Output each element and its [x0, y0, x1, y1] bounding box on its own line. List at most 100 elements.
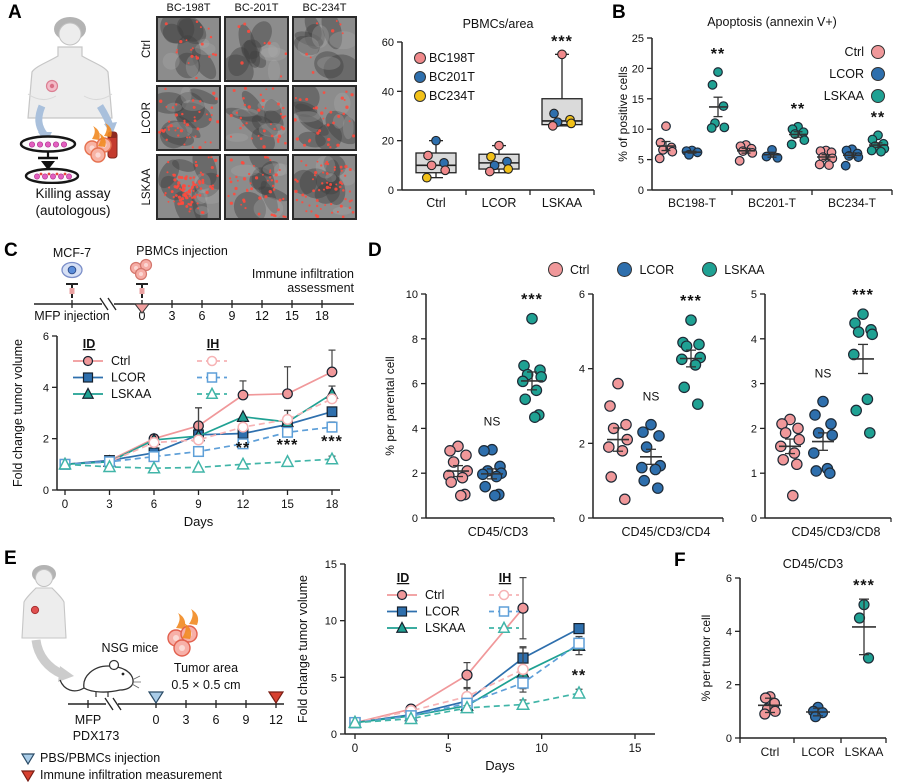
- svg-text:CD45/CD3: CD45/CD3: [468, 525, 528, 539]
- svg-text:BC198T: BC198T: [429, 51, 475, 65]
- svg-text:3: 3: [106, 499, 112, 511]
- svg-text:***: ***: [277, 437, 299, 454]
- svg-text:Immune infiltration measuremen: Immune infiltration measurement: [40, 768, 223, 782]
- micrograph-bc-198t-lskaa: [156, 154, 221, 220]
- svg-text:15: 15: [281, 499, 294, 511]
- svg-text:LSKAA: LSKAA: [111, 387, 152, 401]
- svg-text:Ctrl: Ctrl: [761, 745, 780, 759]
- svg-text:10: 10: [325, 616, 337, 628]
- svg-text:12: 12: [255, 309, 269, 322]
- micrograph-bc-234t-lskaa: [292, 154, 357, 220]
- svg-text:0: 0: [751, 513, 757, 525]
- panel-d-label: D: [368, 240, 382, 261]
- svg-text:Fold change tumor volume: Fold change tumor volume: [11, 339, 25, 487]
- svg-text:15: 15: [325, 559, 337, 571]
- svg-text:5: 5: [331, 672, 337, 684]
- svg-text:6: 6: [579, 289, 585, 301]
- svg-text:10: 10: [535, 743, 548, 755]
- cd45-cd3-cd4-chart: 0 2 4 6 CD45/CD3/CD4 NS ***: [563, 284, 731, 547]
- svg-text:***: ***: [551, 33, 573, 50]
- cluster-bc234-t-ctrl: [814, 145, 838, 170]
- svg-text:18: 18: [315, 309, 329, 322]
- panel-f-label: F: [674, 550, 686, 571]
- svg-text:6: 6: [43, 331, 49, 343]
- svg-text:IH: IH: [207, 337, 220, 351]
- svg-text:***: ***: [852, 287, 874, 304]
- svg-text:4: 4: [43, 382, 49, 394]
- svg-text:0: 0: [331, 729, 337, 741]
- mcf7-timeline-art: MCF-7 PBMCs injection MFP injection 0 3 6 9 12 1…: [34, 244, 355, 323]
- svg-text:BC234T: BC234T: [429, 89, 475, 103]
- micrograph-bc-198t-lcor: [156, 85, 221, 151]
- svg-text:6: 6: [199, 309, 206, 322]
- svg-text:ID: ID: [397, 571, 410, 585]
- micro-col-header: BC-234T: [302, 2, 347, 14]
- caption-line-2: (autologous): [35, 202, 111, 218]
- svg-text:assessment: assessment: [287, 281, 354, 295]
- svg-text:2: 2: [412, 468, 418, 480]
- cluster-bc198-t-lcor: [681, 145, 703, 160]
- svg-text:Tumor area: Tumor area: [174, 661, 238, 675]
- svg-text:LSKAA: LSKAA: [425, 621, 466, 635]
- svg-text:25: 25: [632, 33, 644, 45]
- cluster-lskaa: [852, 598, 876, 664]
- svg-text:% of positive cells: % of positive cells: [616, 66, 630, 161]
- svg-text:0: 0: [139, 309, 146, 322]
- svg-text:Ctrl: Ctrl: [426, 196, 445, 210]
- cluster-lcor: [636, 418, 666, 494]
- svg-text:IH: IH: [499, 571, 512, 585]
- svg-text:0: 0: [43, 485, 49, 497]
- micrograph-bc-198t-ctrl: [156, 16, 221, 82]
- cluster-lskaa: [517, 312, 547, 423]
- svg-text:***: ***: [853, 578, 875, 595]
- svg-text:ID: ID: [83, 337, 96, 351]
- svg-text:Fold change tumor volume: Fold change tumor volume: [296, 575, 310, 723]
- svg-text:15: 15: [629, 743, 642, 755]
- svg-text:NS: NS: [643, 390, 660, 404]
- svg-text:0: 0: [412, 513, 418, 525]
- svg-text:10: 10: [406, 289, 418, 301]
- svg-text:BC201-T: BC201-T: [748, 196, 797, 210]
- pdx-growth-chart: 0 5 10 15 0 5 10 15 Days Fold change tumor volume…: [293, 548, 673, 782]
- svg-text:Days: Days: [485, 758, 515, 773]
- svg-text:LCOR: LCOR: [111, 371, 146, 385]
- svg-text:NS: NS: [815, 367, 832, 381]
- micro-grid: [156, 16, 357, 220]
- mcf7-growth-svg: 0 2 4 6 0 3 6 9 12 15 18 Days Fold change tumor volu…: [11, 331, 342, 529]
- svg-text:0.5 × 0.5 cm: 0.5 × 0.5 cm: [171, 678, 240, 692]
- panel-a-illustration: [12, 14, 134, 189]
- cd45-cd3-cd8-chart: 0 1 2 3 4 5 CD45/CD3/CD8 NS ***: [733, 284, 897, 547]
- apoptosis-svg: Apoptosis (annexin V+) 0 5 10 15 20 25 % of pos…: [616, 15, 893, 210]
- svg-text:60: 60: [382, 37, 394, 49]
- cluster-ctrl: [774, 413, 805, 502]
- svg-text:LSKAA: LSKAA: [824, 89, 865, 103]
- svg-text:***: ***: [680, 293, 702, 310]
- pdx-cd45-svg: CD45/CD3 0 2 4 6 % per tumor cell Ctrl LCOR LSKA…: [699, 557, 887, 759]
- legend-item-lcor: LCOR: [617, 262, 674, 277]
- cluster-lskaa: [676, 314, 706, 410]
- svg-text:2: 2: [751, 423, 757, 435]
- patient-killing-assay-art: [19, 17, 118, 185]
- micrograph-bc-201t-lcor: [224, 85, 289, 151]
- cluster-ctrl: [602, 377, 633, 506]
- cluster-lskaa: [848, 308, 878, 439]
- pbmc-box-svg: PBMCs/area 0 20 40 60 Ctrl LCOR LSKAA BC198T BC20…: [382, 17, 595, 210]
- panel-b-label: B: [612, 2, 626, 23]
- svg-text:LCOR: LCOR: [801, 745, 835, 759]
- cluster-bc201-t-lcor: [761, 144, 783, 163]
- caption-line-1: Killing assay: [35, 186, 111, 201]
- cluster-lcor: [806, 701, 830, 723]
- svg-text:BC234-T: BC234-T: [828, 196, 877, 210]
- panel-e-schematic: NSG mice Tumor area 0.5 × 0.5 cm 0 3 6 9 12 MFP P…: [8, 552, 293, 782]
- svg-text:20: 20: [632, 63, 644, 75]
- svg-text:LCOR: LCOR: [829, 67, 864, 81]
- svg-text:2: 2: [726, 680, 732, 692]
- svg-text:1: 1: [751, 468, 757, 480]
- cluster-lcor: [477, 443, 507, 502]
- svg-text:**: **: [791, 101, 805, 118]
- svg-text:0: 0: [388, 185, 394, 197]
- legend-label: LCOR: [639, 262, 675, 277]
- svg-text:% per tumor cell: % per tumor cell: [699, 615, 713, 702]
- svg-text:2: 2: [579, 438, 585, 450]
- svg-text:CD45/CD3/CD4: CD45/CD3/CD4: [622, 525, 711, 539]
